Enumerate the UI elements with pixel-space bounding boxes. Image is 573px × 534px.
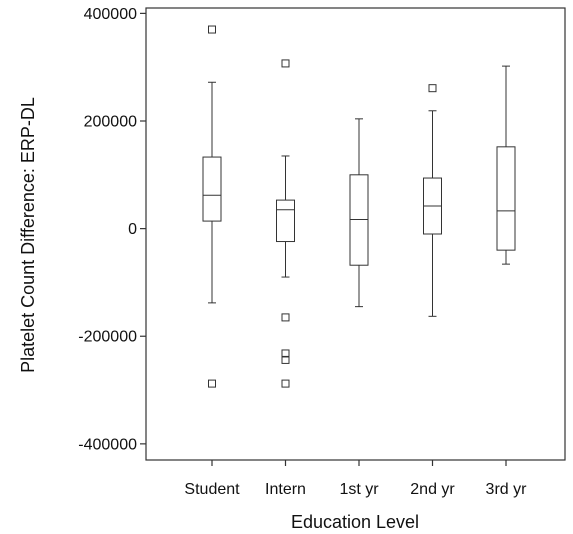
box-2nd-yr xyxy=(423,84,442,317)
outlier-point xyxy=(208,379,216,388)
box-3rd-yr xyxy=(496,65,516,265)
iqr-box xyxy=(276,199,295,243)
iqr-box xyxy=(496,146,516,251)
y-axis: 400000 200000 0 -200000 -400000 xyxy=(78,6,146,453)
iqr-box xyxy=(349,174,369,266)
outlier-point xyxy=(281,59,290,68)
x-tick-label: 1st yr xyxy=(339,481,379,498)
outlier-point xyxy=(281,313,290,322)
x-tick-label: 2nd yr xyxy=(410,481,455,498)
outlier-point xyxy=(281,379,290,388)
x-tick-label: Intern xyxy=(265,481,306,498)
y-tick-label: -200000 xyxy=(78,329,137,346)
x-tick-label: 3rd yr xyxy=(486,481,528,498)
y-tick-label: 200000 xyxy=(84,114,137,131)
x-tick-label: Student xyxy=(184,481,240,498)
outlier-point xyxy=(281,355,290,364)
box-series xyxy=(202,25,516,388)
x-axis: Student Intern 1st yr 2nd yr 3rd yr xyxy=(184,460,527,498)
box-student xyxy=(202,25,222,388)
x-axis-title: Education Level xyxy=(291,512,419,532)
box-1st-yr xyxy=(349,118,369,308)
plot-area xyxy=(145,7,566,461)
iqr-box xyxy=(202,156,222,222)
outlier-point xyxy=(428,84,437,93)
y-tick-label: -400000 xyxy=(78,436,137,453)
y-tick-label: 400000 xyxy=(84,6,137,23)
outlier-point xyxy=(208,25,216,34)
box-intern xyxy=(276,59,295,388)
outlier-point xyxy=(281,349,290,358)
y-axis-title: Platelet Count Difference: ERP-DL xyxy=(18,97,38,373)
y-tick-label: 0 xyxy=(128,221,137,238)
